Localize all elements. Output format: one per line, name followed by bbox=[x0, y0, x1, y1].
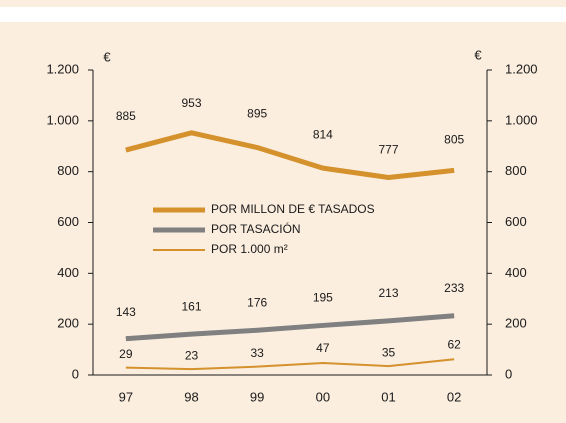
data-label: 814 bbox=[313, 127, 333, 141]
y2ticks-label: 0 bbox=[505, 366, 512, 381]
y2ticks-label: 600 bbox=[505, 214, 527, 229]
x-tick-label: 00 bbox=[316, 389, 330, 404]
x-tick-label: 99 bbox=[250, 389, 264, 404]
data-label: 233 bbox=[444, 281, 464, 295]
y2ticks-label: 1.000 bbox=[505, 112, 538, 127]
yticks-label: 400 bbox=[57, 265, 79, 280]
data-label: 161 bbox=[181, 299, 201, 313]
data-label: 47 bbox=[316, 341, 330, 355]
data-label: 777 bbox=[378, 143, 398, 157]
y-axis-label: € bbox=[103, 49, 111, 64]
data-label: 62 bbox=[447, 337, 461, 351]
yticks-label: 200 bbox=[57, 316, 79, 331]
yticks-label: 1.200 bbox=[46, 61, 79, 76]
x-tick-label: 01 bbox=[381, 389, 395, 404]
data-label: 953 bbox=[181, 96, 201, 110]
series-line bbox=[125, 130, 455, 181]
top-band bbox=[0, 0, 566, 7]
yticks-label: 800 bbox=[57, 163, 79, 178]
legend-label: POR TASACIÓN bbox=[211, 221, 301, 236]
data-label: 176 bbox=[247, 295, 267, 309]
data-label: 35 bbox=[382, 345, 396, 359]
series-line bbox=[125, 358, 455, 371]
legend-label: POR 1.000 m² bbox=[211, 242, 288, 256]
data-label: 885 bbox=[116, 109, 136, 123]
data-label: 213 bbox=[378, 286, 398, 300]
y2ticks-label: 800 bbox=[505, 163, 527, 178]
data-label: 143 bbox=[116, 305, 136, 319]
data-label: 195 bbox=[313, 291, 333, 305]
y2ticks-label: 400 bbox=[505, 265, 527, 280]
y2ticks-label: 1.200 bbox=[505, 61, 538, 76]
x-tick-label: 98 bbox=[184, 389, 198, 404]
series-line bbox=[125, 313, 455, 342]
data-label: 29 bbox=[119, 347, 133, 361]
legend-label: POR MILLON DE € TASADOS bbox=[211, 202, 375, 216]
data-label: 33 bbox=[250, 346, 264, 360]
yticks-label: 1.000 bbox=[46, 112, 79, 127]
data-label: 895 bbox=[247, 107, 267, 121]
x-tick-label: 02 bbox=[447, 389, 461, 404]
yticks-label: 0 bbox=[72, 366, 79, 381]
y2ticks-label: 200 bbox=[505, 316, 527, 331]
data-label: 805 bbox=[444, 133, 464, 147]
x-tick-label: 97 bbox=[119, 389, 133, 404]
y2-axis-label: € bbox=[474, 47, 482, 62]
data-label: 23 bbox=[185, 348, 199, 362]
yticks-label: 600 bbox=[57, 214, 79, 229]
panel bbox=[0, 22, 566, 423]
